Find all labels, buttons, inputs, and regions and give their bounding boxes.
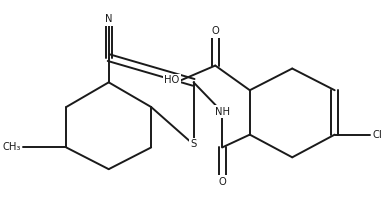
Text: O: O (218, 177, 226, 187)
Text: Cl: Cl (372, 130, 382, 140)
Text: CH₃: CH₃ (3, 143, 21, 152)
Text: HO: HO (164, 75, 180, 85)
Text: S: S (190, 140, 197, 150)
Text: N: N (105, 14, 113, 24)
Text: NH: NH (215, 107, 230, 117)
Text: O: O (212, 26, 219, 36)
